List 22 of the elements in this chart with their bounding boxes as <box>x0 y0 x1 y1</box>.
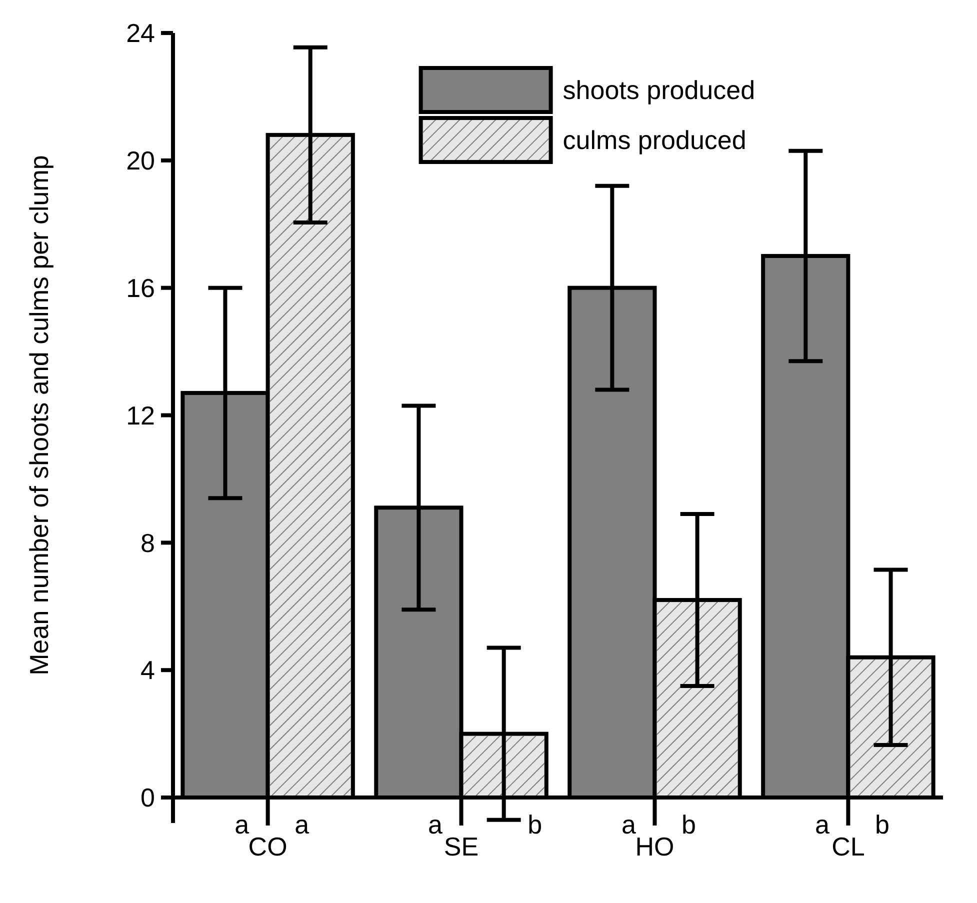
y-tick-label: 12 <box>126 400 155 430</box>
annotation: a <box>294 810 310 840</box>
y-tick-label: 8 <box>140 528 155 558</box>
annotation: a <box>428 810 444 840</box>
legend-label: shoots produced <box>562 75 756 106</box>
annotation: a <box>234 810 250 840</box>
x-tick-label: SE <box>444 832 479 862</box>
x-tick-label: CL <box>832 832 865 862</box>
x-tick-label: CO <box>248 832 288 862</box>
annotation: a <box>814 810 830 840</box>
y-tick-label: 4 <box>140 655 155 686</box>
y-tick-label: 16 <box>126 272 155 303</box>
y-tick-label: 20 <box>126 146 155 176</box>
annotation: b <box>528 810 542 840</box>
annotation: b <box>874 810 890 840</box>
annotation: b <box>682 810 696 840</box>
y-tick-label: 24 <box>126 18 155 48</box>
x-tick-label: HO <box>635 832 674 862</box>
annotation: a <box>622 810 636 840</box>
y-axis-title: Mean number of shoots and culms per clump <box>24 155 54 676</box>
y-tick-label: 0 <box>140 782 155 813</box>
legend-label: culms produced <box>562 125 746 156</box>
